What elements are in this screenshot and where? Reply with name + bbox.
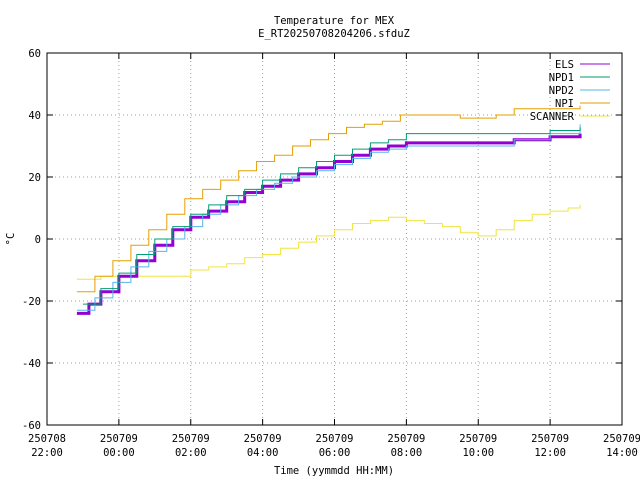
x-tick-time-label: 22:00 bbox=[31, 447, 63, 459]
x-tick-time-label: 14:00 bbox=[606, 447, 638, 459]
x-tick-time-label: 02:00 bbox=[175, 447, 207, 459]
x-tick-date-label: 250709 bbox=[100, 433, 138, 445]
y-tick-label: -40 bbox=[22, 358, 41, 370]
y-tick-label: -60 bbox=[22, 420, 41, 432]
y-tick-label: 40 bbox=[28, 110, 41, 122]
axis-ticks: -60 -40 -20 0 20 40 60 250708 22:00 250709 00:00 25… bbox=[22, 48, 640, 459]
x-tick-date-label: 250709 bbox=[387, 433, 425, 445]
legend-label-npd2: NPD2 bbox=[549, 85, 574, 97]
y-tick-label: 60 bbox=[28, 48, 41, 60]
series-line-els bbox=[76, 133, 582, 315]
y-tick-label: 0 bbox=[35, 234, 41, 246]
chart-title: Temperature for MEX bbox=[274, 15, 395, 27]
x-tick-time-label: 12:00 bbox=[534, 447, 566, 459]
x-tick-date-label: 250708 bbox=[28, 433, 66, 445]
series-line-scanner bbox=[76, 204, 581, 280]
y-tick-label: -20 bbox=[22, 296, 41, 308]
series-lines bbox=[76, 105, 582, 315]
series-line-npi bbox=[76, 105, 581, 293]
y-axis-label: °C bbox=[5, 233, 17, 246]
x-tick-time-label: 10:00 bbox=[462, 447, 494, 459]
series-line-npd1 bbox=[82, 127, 581, 305]
x-tick-date-label: 250709 bbox=[603, 433, 640, 445]
x-tick-time-label: 04:00 bbox=[247, 447, 279, 459]
x-tick-date-label: 250709 bbox=[172, 433, 210, 445]
legend-label-els: ELS bbox=[555, 59, 574, 71]
x-tick-date-label: 250709 bbox=[244, 433, 282, 445]
chart-subtitle: E_RT20250708204206.sfduZ bbox=[258, 28, 410, 40]
x-tick-time-label: 08:00 bbox=[391, 447, 423, 459]
x-tick-time-label: 06:00 bbox=[319, 447, 351, 459]
x-tick-time-label: 00:00 bbox=[103, 447, 135, 459]
x-axis-label: Time (yymmdd HH:MM) bbox=[274, 465, 394, 477]
legend-label-npi: NPI bbox=[555, 98, 574, 110]
legend-label-scanner: SCANNER bbox=[530, 111, 575, 123]
legend-label-npd1: NPD1 bbox=[549, 72, 574, 84]
x-tick-date-label: 250709 bbox=[316, 433, 354, 445]
x-tick-date-label: 250709 bbox=[531, 433, 569, 445]
y-tick-label: 20 bbox=[28, 172, 41, 184]
x-tick-date-label: 250709 bbox=[459, 433, 497, 445]
series-line-npd2 bbox=[76, 124, 581, 311]
